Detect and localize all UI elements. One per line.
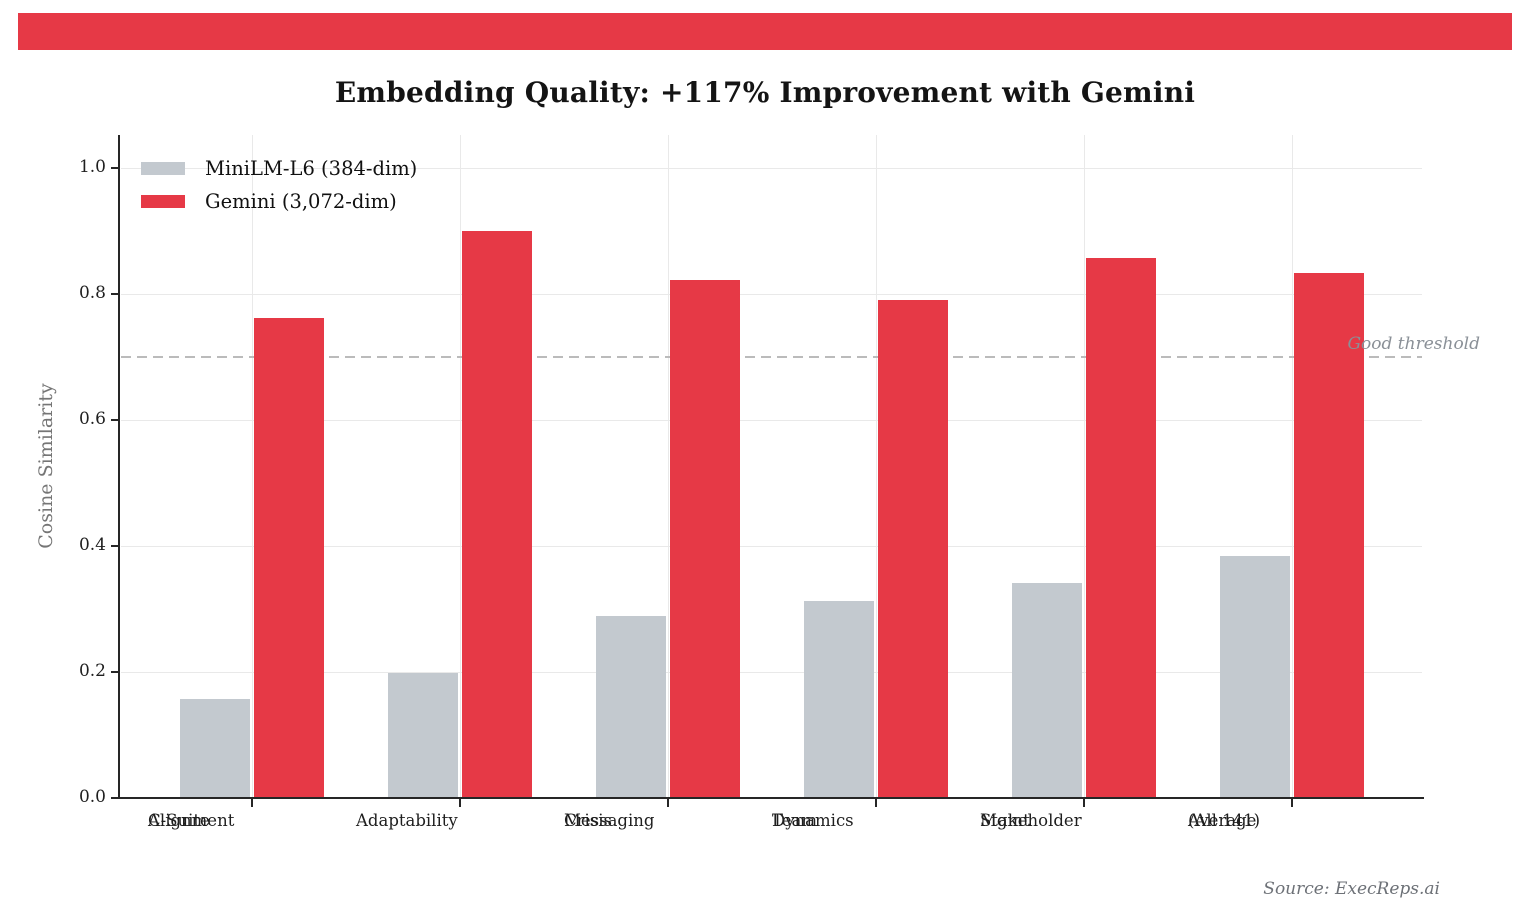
legend-swatch-gemini: [141, 195, 185, 208]
y-tick: [111, 419, 120, 421]
x-tick-label-line: Mgmt: [980, 811, 1030, 830]
bar-minilm: [596, 616, 666, 797]
x-tick: [251, 799, 253, 807]
legend-swatch-minilm: [141, 162, 185, 175]
x-tick-label-line: Crisis: [564, 811, 613, 830]
h-gridline: [121, 420, 1422, 421]
chart-title: Embedding Quality: +117% Improvement wit…: [334, 76, 1196, 109]
x-tick-label-line: Stakeholder: [980, 811, 1082, 830]
bar-minilm: [388, 673, 458, 797]
y-tick: [111, 545, 120, 547]
y-tick: [111, 797, 120, 799]
bar-gemini: [670, 280, 740, 797]
x-tick: [459, 799, 461, 807]
bar-gemini: [462, 231, 532, 797]
bar-minilm: [804, 601, 874, 797]
h-gridline: [121, 546, 1422, 547]
x-tick-label-line: (All 141): [1188, 811, 1261, 830]
threshold-label: Good threshold: [1347, 334, 1480, 354]
bar-gemini: [1086, 258, 1156, 797]
x-tick: [1083, 799, 1085, 807]
y-tick-label: 0.8: [78, 283, 106, 303]
y-axis-spine: [118, 135, 120, 799]
h-gridline: [121, 672, 1422, 673]
bar-gemini: [878, 300, 948, 797]
legend-label-gemini: Gemini (3,072-dim): [205, 190, 397, 213]
y-axis-title: Cosine Similarity: [35, 383, 57, 549]
x-tick-label-line: C-Suite: [148, 811, 210, 830]
v-gridline: [460, 135, 461, 797]
v-gridline: [1084, 135, 1085, 797]
x-tick-label-line: Dynamics: [772, 811, 854, 830]
x-tick-label-line: Team: [772, 811, 817, 830]
y-tick-label: 1.0: [78, 157, 106, 177]
y-tick-label: 0.4: [78, 535, 106, 555]
y-tick-label: 0.2: [78, 661, 106, 681]
x-tick: [667, 799, 669, 807]
y-tick: [111, 293, 120, 295]
y-tick: [111, 167, 120, 169]
bar-minilm: [1012, 583, 1082, 797]
brand-banner: [18, 13, 1512, 50]
legend-label-minilm: MiniLM-L6 (384-dim): [205, 157, 418, 180]
v-gridline: [252, 135, 253, 797]
y-tick-label: 0.0: [78, 787, 106, 807]
y-tick: [111, 671, 120, 673]
x-tick-label-line: Alignment: [148, 811, 235, 830]
v-gridline: [876, 135, 877, 797]
x-tick-label-line: Average: [1188, 811, 1257, 830]
bar-minilm: [180, 699, 250, 797]
h-gridline: [121, 294, 1422, 295]
y-tick-label: 0.6: [78, 409, 106, 429]
threshold-line: [121, 356, 1422, 358]
bar-minilm: [1220, 556, 1290, 797]
x-tick: [1291, 799, 1293, 807]
x-tick-label-line: Messaging: [564, 811, 655, 830]
h-gridline: [121, 168, 1422, 169]
x-tick-label-line: Adaptability: [356, 811, 458, 830]
v-gridline: [1292, 135, 1293, 797]
bar-gemini: [1294, 273, 1364, 797]
x-tick: [875, 799, 877, 807]
bar-gemini: [254, 318, 324, 797]
x-axis-spine: [118, 797, 1424, 799]
source-credit: Source: ExecReps.ai: [1263, 879, 1440, 899]
v-gridline: [668, 135, 669, 797]
